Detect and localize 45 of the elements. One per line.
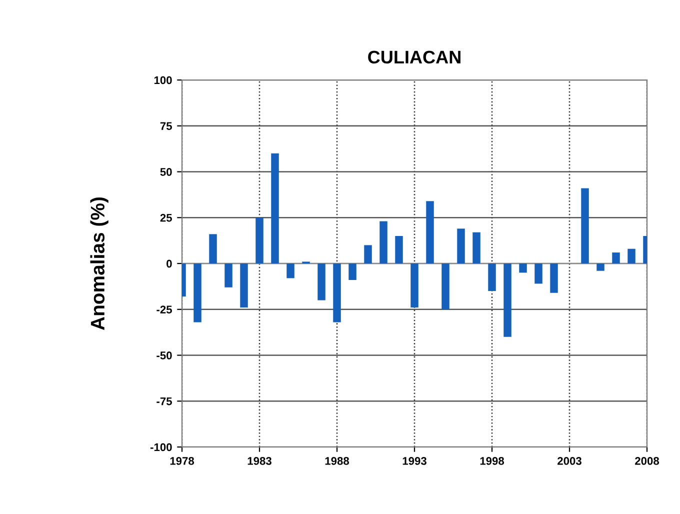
bar [333, 264, 341, 322]
bar [596, 264, 604, 271]
bar [271, 153, 279, 264]
bar [550, 264, 558, 293]
x-tick-label: 1993 [402, 457, 426, 465]
x-tick-label: 2008 [635, 457, 660, 465]
bar [581, 188, 589, 264]
bar [534, 264, 542, 284]
bar [628, 248, 636, 264]
chart-title: CULIACAN [368, 50, 460, 64]
bar [364, 245, 372, 264]
bar [488, 264, 496, 292]
bar [240, 264, 248, 308]
bar [504, 264, 512, 337]
bar [519, 264, 527, 273]
y-axis-title: Anomalias (%) [90, 197, 108, 330]
bar [194, 264, 202, 322]
x-tick-label: 1978 [170, 457, 194, 465]
bar [348, 264, 356, 280]
bar [286, 264, 294, 278]
x-tick-label: 1988 [325, 457, 350, 465]
y-tick-label: 100 [154, 76, 172, 84]
bar [410, 264, 418, 308]
y-tick-label: -25 [156, 306, 172, 314]
x-tick-label: 2003 [558, 457, 582, 465]
bar [472, 232, 480, 264]
y-tick-label: 50 [160, 168, 172, 176]
y-tick-label: 0 [166, 260, 172, 268]
bar [442, 264, 450, 310]
bar [457, 228, 465, 264]
bar [256, 218, 264, 264]
y-tick-label: -75 [156, 398, 172, 406]
y-tick-label: -50 [156, 352, 172, 360]
x-tick-label: 1983 [248, 457, 272, 465]
bar [380, 221, 388, 264]
y-tick-label: 25 [160, 214, 172, 222]
y-tick-label: -100 [150, 443, 172, 452]
bar [426, 201, 434, 264]
bar [209, 234, 217, 264]
x-tick-label: 1998 [480, 457, 504, 465]
bar [612, 252, 620, 264]
bar [318, 264, 326, 300]
bar [224, 264, 232, 288]
bar [395, 236, 403, 264]
y-tick-label: 75 [160, 122, 172, 130]
